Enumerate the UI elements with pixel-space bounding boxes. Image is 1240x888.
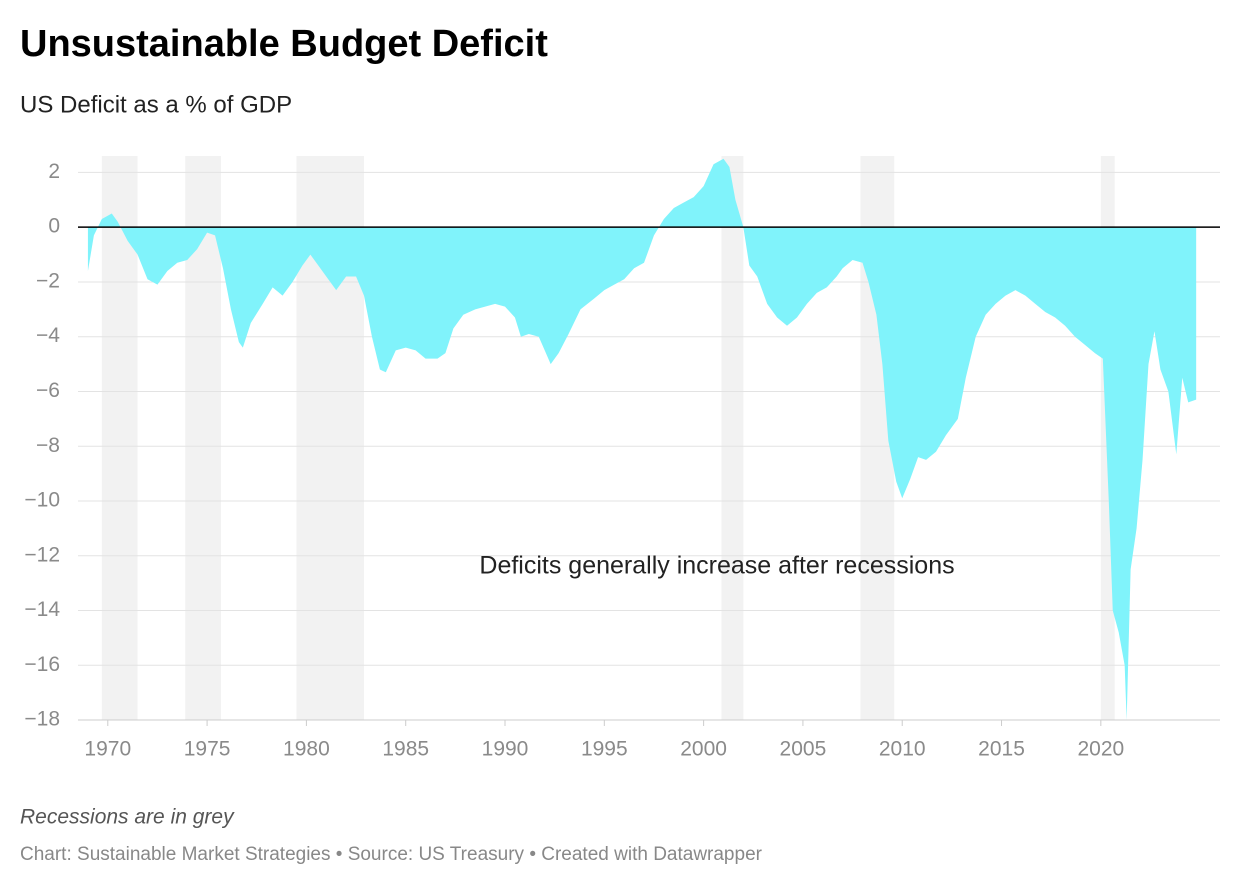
y-tick-label: −18 — [24, 708, 60, 731]
y-tick-label: −2 — [36, 269, 60, 292]
deficit-area — [87, 158, 1197, 721]
y-tick-label: 0 — [48, 215, 60, 238]
recession-band — [101, 156, 138, 720]
x-tick-label: 1980 — [283, 738, 330, 761]
footer: Chart: Sustainable Market Strategies • S… — [20, 844, 763, 865]
x-tick-label: 1970 — [84, 738, 131, 761]
x-tick-label: 2005 — [780, 738, 827, 761]
y-tick-label: −10 — [24, 489, 60, 512]
x-tick-label: 1995 — [581, 738, 628, 761]
y-tick-label: −14 — [24, 598, 60, 621]
y-tick-label: −16 — [24, 653, 60, 676]
y-tick-label: −6 — [36, 379, 60, 402]
x-tick-label: 2010 — [879, 738, 926, 761]
y-tick-label: 2 — [48, 160, 60, 183]
x-tick-label: 2015 — [978, 738, 1025, 761]
chart-title: Unsustainable Budget Deficit — [20, 23, 548, 65]
y-tick-label: −8 — [36, 434, 60, 457]
y-tick-label: −4 — [36, 324, 60, 347]
chart-subtitle: US Deficit as a % of GDP — [20, 91, 292, 118]
x-tick-label: 1985 — [382, 738, 429, 761]
y-tick-label: −12 — [24, 543, 60, 566]
plot-area: 2 0 −2 −4 −6 −8 −10 −12 −14 −16 −18 1970 1975 1980 198… — [24, 156, 1220, 761]
x-tick-label: 1975 — [184, 738, 231, 761]
x-tick-label: 2000 — [680, 738, 727, 761]
recession-band — [721, 156, 744, 720]
x-tick-label: 2020 — [1077, 738, 1124, 761]
annotation: Deficits generally increase after recess… — [479, 552, 954, 580]
x-tick-label: 1990 — [482, 738, 529, 761]
caption: Recessions are in grey — [20, 806, 235, 829]
